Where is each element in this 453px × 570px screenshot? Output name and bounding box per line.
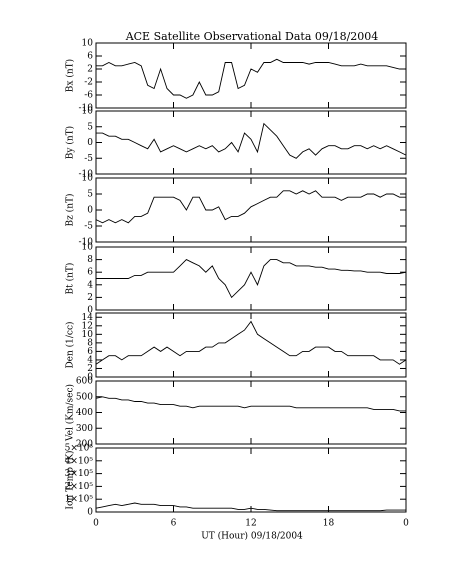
y-tick-label: -10 — [79, 104, 94, 114]
y-tick-label: 6 — [87, 347, 93, 357]
y-tick-label: 6 — [87, 52, 93, 62]
trace — [95, 396, 406, 412]
y-tick-label: 4 — [87, 355, 93, 365]
y-tick-label: 12 — [82, 321, 93, 331]
panel-frame — [95, 42, 407, 109]
trace — [95, 320, 407, 365]
y-tick-label: 8 — [87, 338, 93, 348]
y-tick-label: 0 — [87, 306, 93, 316]
y-tick-label: 5 — [87, 122, 93, 132]
y-tick-label: 0 — [87, 138, 93, 148]
trace — [95, 502, 406, 512]
x-tick-label: 12 — [245, 519, 256, 529]
y-tick-label: 300 — [76, 424, 93, 434]
y-tick-label: 1×10⁵ — [65, 495, 94, 505]
y-axis-label: Bz (nT) — [65, 193, 76, 226]
y-axis-label: Vel (Km/sec) — [65, 384, 76, 442]
trace — [96, 259, 407, 299]
y-tick-label: 0 — [87, 206, 93, 216]
panel-frame — [95, 177, 407, 243]
y-tick-label: 5×10⁵ — [65, 444, 94, 454]
y-tick-label: 10 — [82, 107, 94, 117]
y-axis-label: Den (1/cc) — [65, 321, 76, 368]
y-tick-label: -5 — [84, 222, 93, 232]
y-axis-label: Bt (nT) — [65, 263, 76, 295]
y-tick-label: -10 — [79, 170, 94, 180]
trace — [95, 190, 406, 224]
y-tick-label: 600 — [76, 377, 93, 387]
y-tick-label: 14 — [82, 313, 94, 323]
y-tick-label: 8 — [87, 255, 93, 265]
y-tick-label: 4 — [87, 280, 93, 290]
y-tick-label: 2 — [87, 65, 93, 75]
y-tick-label: 3×10⁵ — [65, 469, 94, 479]
y-tick-label: 10 — [82, 330, 94, 340]
panel-frame — [95, 110, 407, 175]
x-tick-label: 18 — [323, 519, 335, 529]
y-tick-label: 500 — [76, 392, 93, 402]
y-axis-label: Bx (nT) — [65, 59, 76, 92]
y-tick-label: 10 — [82, 243, 94, 253]
y-axis-label: By (nT) — [65, 126, 76, 159]
y-tick-label: -5 — [84, 154, 93, 164]
y-tick-label: 10 — [82, 174, 94, 184]
y-tick-label: 2×10⁵ — [65, 482, 94, 492]
y-tick-label: 10 — [82, 39, 94, 49]
y-tick-label: 4×10⁵ — [65, 456, 94, 466]
trace — [96, 58, 406, 99]
y-tick-label: 5 — [87, 190, 93, 200]
panel-frame — [95, 380, 407, 445]
y-tick-label: -2 — [84, 78, 93, 88]
x-tick-label: 6 — [171, 519, 177, 529]
x-tick-label: 0 — [93, 519, 99, 529]
y-tick-label: 6 — [87, 268, 93, 278]
y-tick-label: 2 — [87, 364, 93, 374]
y-tick-label: 0 — [87, 373, 93, 383]
x-tick-label: 0 — [403, 519, 409, 529]
y-tick-label: 400 — [76, 408, 93, 418]
y-tick-label: 0 — [87, 508, 93, 518]
y-tick-label: 200 — [76, 440, 93, 450]
trace — [96, 122, 407, 159]
y-tick-label: -6 — [84, 91, 93, 101]
panel-frame — [95, 447, 407, 513]
y-tick-label: 2 — [87, 293, 93, 303]
panel-frame — [95, 312, 407, 378]
x-axis-label: UT (Hour) 09/18/2004 — [201, 531, 303, 542]
y-tick-label: -10 — [79, 238, 94, 248]
y-axis-label: Ion Temp (K) — [65, 450, 76, 509]
panel-frame — [95, 246, 407, 311]
chart-title: ACE Satellite Observational Data 09/18/2… — [125, 30, 379, 43]
